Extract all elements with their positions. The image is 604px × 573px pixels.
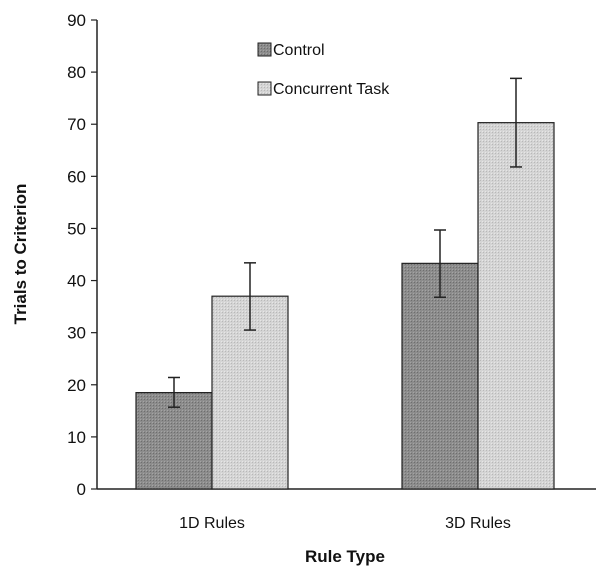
error-bars	[168, 77, 522, 408]
bars	[135, 122, 555, 490]
legend-swatch-concurrent-task	[257, 81, 272, 96]
x-axis-title: Rule Type	[305, 547, 385, 566]
bar-concurrent-task-3d-rules	[477, 122, 555, 490]
y-tick-label: 60	[67, 167, 86, 186]
y-axis-title: Trials to Criterion	[11, 184, 30, 325]
y-tick-label: 30	[67, 324, 86, 343]
legend-label-concurrent-task: Concurrent Task	[273, 81, 390, 98]
y-tick-label: 90	[67, 11, 86, 30]
legend-label-control: Control	[273, 42, 325, 59]
legend-swatch-control	[257, 42, 272, 57]
y-axis-ticks: 0 10 20 30 40 50 60 70 80 90	[67, 11, 97, 499]
x-category-label: 1D Rules	[179, 515, 245, 532]
x-category-label: 3D Rules	[445, 515, 511, 532]
y-tick-label: 0	[77, 480, 86, 499]
y-tick-label: 50	[67, 219, 86, 238]
y-tick-label: 10	[67, 428, 86, 447]
y-tick-label: 20	[67, 376, 86, 395]
legend: Control Concurrent Task	[257, 42, 390, 98]
bar-control-1d-rules	[135, 391, 213, 490]
y-tick-label: 70	[67, 115, 86, 134]
category-labels: 1D Rules 3D Rules	[179, 515, 511, 532]
y-tick-label: 80	[67, 63, 86, 82]
y-tick-label: 40	[67, 272, 86, 291]
